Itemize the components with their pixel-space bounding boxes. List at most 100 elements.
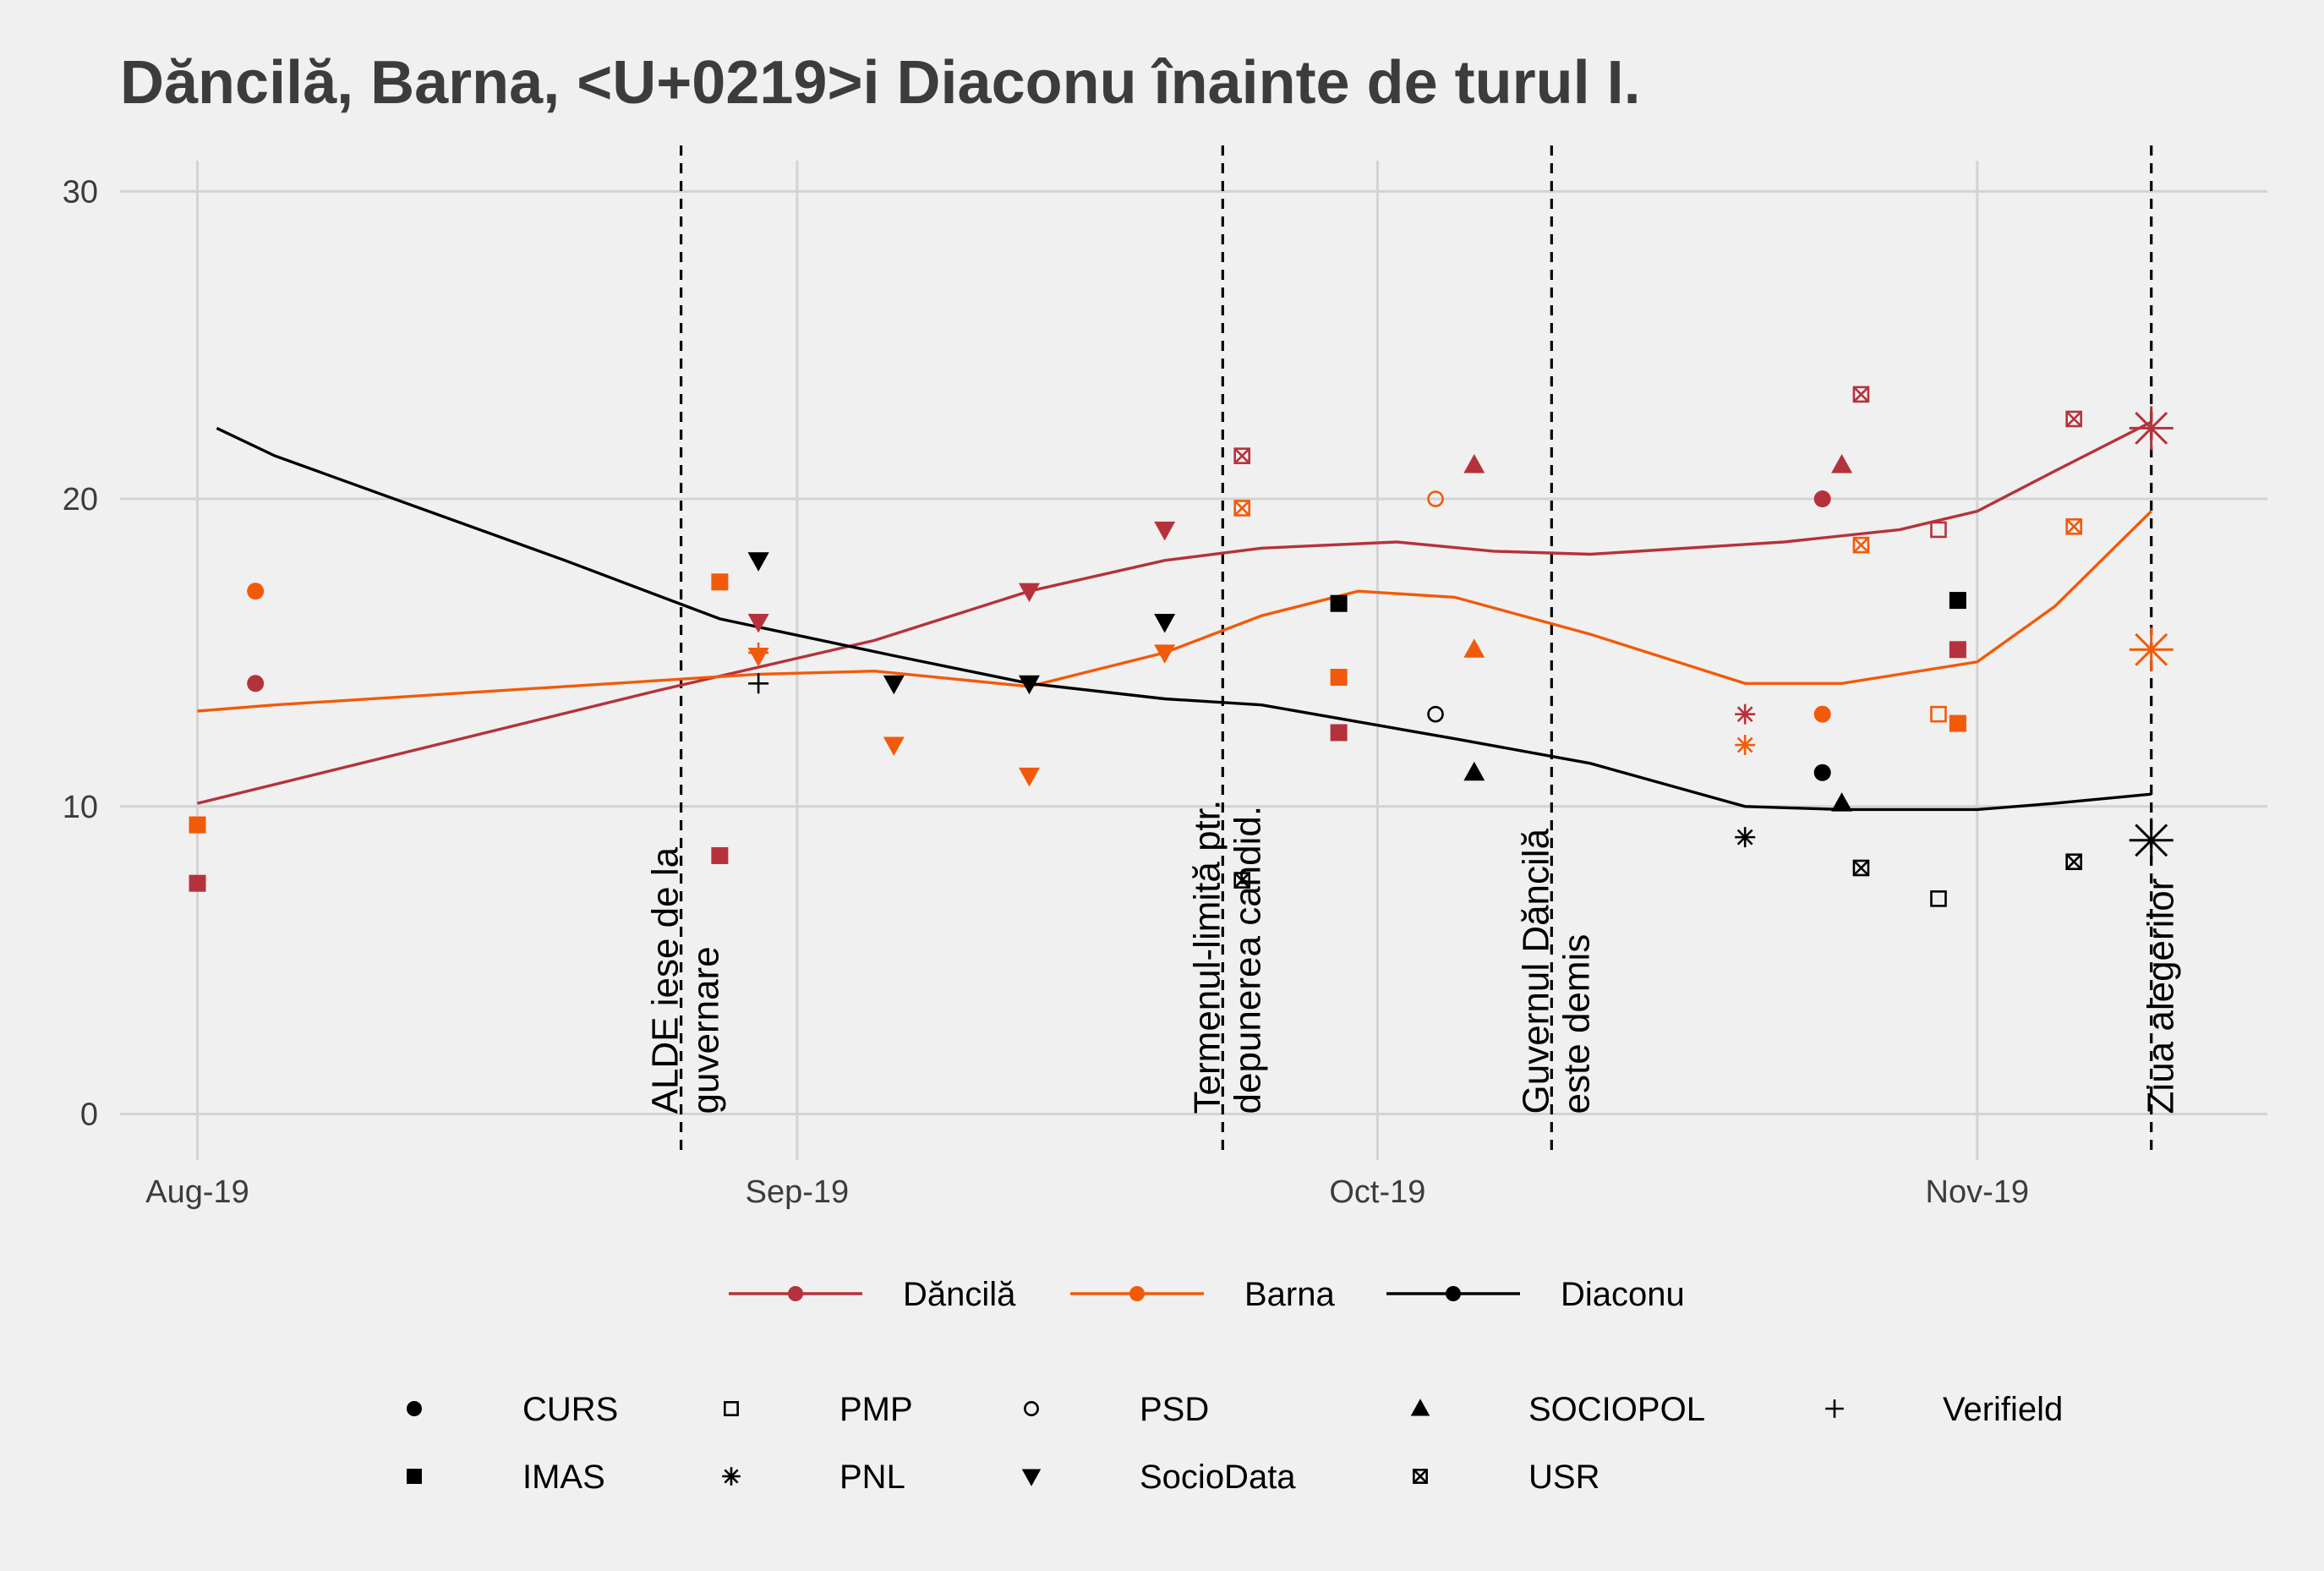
legend-source-label: SOCIOPOL — [1528, 1391, 1705, 1428]
legend-source: Verifield — [1825, 1391, 2063, 1428]
poll-point — [1949, 641, 1966, 659]
event-label: Ziua alegerilor — [2141, 879, 2182, 1114]
poll-point — [1018, 583, 1040, 603]
legend-source: SocioData — [1021, 1459, 1296, 1496]
x-tick-label: Oct-19 — [1329, 1174, 1425, 1210]
legend-candidate-label: Barna — [1244, 1276, 1335, 1313]
poll-point — [1735, 827, 1756, 848]
legend-source-marker — [1413, 1469, 1428, 1484]
poll-point — [1330, 724, 1348, 742]
legend-source: SOCIOPOL — [1410, 1391, 1705, 1428]
poll-point — [1852, 386, 1870, 403]
event-label: Termenul-limită ptr. depunerea candid. — [1186, 800, 1268, 1114]
legend-source-label: CURS — [522, 1391, 618, 1428]
poll-point — [2065, 853, 2082, 871]
poll-point — [1018, 767, 1040, 787]
poll-point — [189, 874, 206, 892]
legend: Dăncilă Barna Diaconu CURS IMAS PMP PNL PSD Soci… — [407, 1276, 2063, 1496]
legend-source-marker — [1825, 1399, 1844, 1418]
poll-point — [747, 552, 769, 572]
election-day-point — [2129, 627, 2174, 672]
legend-source-label: SocioData — [1140, 1459, 1296, 1496]
legend-candidate-label: Dăncilă — [903, 1276, 1016, 1313]
legend-candidate-label: Diaconu — [1561, 1276, 1685, 1313]
poll-point — [1813, 705, 1831, 723]
poll-point — [2065, 410, 2082, 428]
trend-line — [197, 510, 2152, 713]
event-label-line: Termenul-limită ptr. — [1186, 800, 1228, 1114]
poll-point — [748, 673, 769, 694]
x-tick-label: Aug-19 — [145, 1174, 249, 1210]
legend-source-marker — [1410, 1399, 1430, 1416]
poll-point — [1813, 764, 1831, 781]
legend-candidate-marker — [1446, 1286, 1461, 1301]
poll-point — [1949, 592, 1966, 610]
event-label-line: ALDE iese de la — [645, 846, 686, 1114]
event-label-line: guvernare — [686, 946, 727, 1114]
poll-point — [1233, 872, 1251, 889]
poll-point — [1831, 454, 1853, 473]
event-label-line: depunerea candid. — [1227, 806, 1268, 1114]
poll-point — [1233, 447, 1251, 464]
legend-source: IMAS — [407, 1459, 605, 1496]
event-label-line: Guvernul Dăncilă — [1515, 828, 1556, 1114]
poll-point — [2065, 517, 2082, 535]
poll-point — [1831, 792, 1853, 812]
poll-point — [747, 614, 769, 633]
poll-point — [747, 648, 769, 667]
event-label-line: este demis — [1556, 934, 1597, 1114]
legend-source: PNL — [722, 1459, 905, 1496]
legend-candidate-marker — [788, 1286, 803, 1301]
legend-source-marker — [724, 1401, 739, 1416]
poll-point — [1949, 714, 1966, 732]
legend-source: CURS — [407, 1391, 618, 1428]
poll-point — [1018, 675, 1040, 695]
legend-candidate: Dăncilă — [729, 1276, 1016, 1313]
poll-point — [1330, 669, 1348, 687]
legend-source-marker — [1024, 1401, 1039, 1416]
legend-candidate: Diaconu — [1386, 1276, 1685, 1313]
poll-point — [1330, 594, 1348, 612]
event-label: Guvernul Dăncilă este demis — [1515, 828, 1597, 1114]
legend-source-marker — [1021, 1469, 1042, 1486]
election-day-point — [2129, 818, 2174, 862]
grid — [120, 161, 2267, 1160]
x-tick-label: Sep-19 — [746, 1174, 850, 1210]
trend-line — [197, 420, 2152, 805]
y-tick-label: 30 — [63, 174, 98, 210]
legend-source-label: IMAS — [522, 1459, 605, 1496]
poll-point — [711, 846, 729, 864]
legend-source-label: USR — [1528, 1459, 1599, 1496]
event-annotations: ALDE iese de la guvernare Termenul-limită … — [645, 145, 2182, 1154]
poll-point — [1852, 536, 1870, 554]
poll-point — [883, 736, 905, 757]
trend-line — [216, 426, 2152, 812]
poll-point — [1852, 859, 1870, 877]
legend-candidate-marker — [1129, 1286, 1145, 1301]
poll-point — [1735, 703, 1756, 725]
poll-point — [1463, 638, 1485, 658]
poll-points — [189, 386, 2174, 907]
poll-point — [1427, 490, 1444, 507]
poll-point — [1427, 705, 1444, 723]
poll-point — [711, 573, 729, 591]
election-day-point — [2129, 406, 2174, 451]
poll-point — [1930, 521, 1947, 539]
event-label: ALDE iese de la guvernare — [645, 846, 727, 1114]
legend-source-marker — [722, 1467, 741, 1486]
poll-point — [883, 675, 905, 695]
poll-point — [1154, 644, 1176, 664]
y-tick-label: 20 — [63, 482, 98, 517]
poll-point — [1233, 500, 1251, 517]
poll-point — [247, 675, 265, 692]
axes: 0 10 20 30 Aug-19 Sep-19 Oct-19 Nov-19 — [63, 174, 2029, 1210]
legend-source-label: PSD — [1140, 1391, 1209, 1428]
y-tick-label: 0 — [80, 1097, 98, 1132]
poll-point — [189, 816, 206, 834]
chart-title: Dăncilă, Barna, <U+0219>i Diaconu înaint… — [120, 49, 1641, 117]
poll-point — [1154, 521, 1176, 541]
legend-source: PSD — [1024, 1391, 1209, 1428]
x-tick-label: Nov-19 — [1926, 1174, 2030, 1210]
